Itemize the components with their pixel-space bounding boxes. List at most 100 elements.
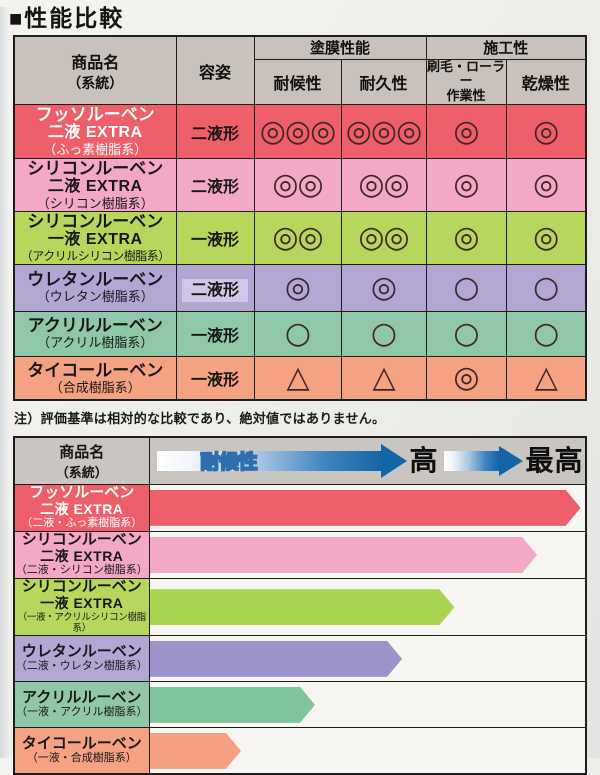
durability-rating-cell: ◎: [340, 263, 427, 312]
evaluation-note: 注）評価基準は相対的な比較であり、絶対値ではありません。: [14, 411, 386, 427]
brush-rating-cell: ◎: [425, 211, 507, 265]
weather-rating-cell: ◎◎: [253, 211, 342, 265]
chart-bar-cell: [148, 635, 587, 683]
product-name-line: シリコンルーベン: [27, 212, 164, 232]
chart-header-product-line1: 商品名: [59, 443, 105, 461]
header-brush-roller-line1: 刷毛・ローラー: [427, 58, 506, 89]
table-row-acrylic: アクリルルーベン （アクリル樹脂系） 一液形 ○ ○ ○ ○: [13, 310, 587, 357]
axis-arrow-box: 耐候性 高 最高: [150, 438, 586, 484]
table-row-taiko: タイコールーベン （合成樹脂系） 一液形 △ △ ◎ △: [13, 355, 587, 401]
product-name-cell: シリコンルーベン 二液 EXTRA （シリコン樹脂系）: [13, 157, 177, 213]
table-row-silicon-1eki: シリコンルーベン 一液 EXTRA （アクリルシリコン樹脂系） 一液形 ◎◎ ◎…: [13, 211, 587, 265]
chart-header-product-line2: （系統）: [55, 464, 108, 480]
chart-label-line: 一液 EXTRA: [40, 594, 124, 611]
drying-rating-cell: ◎: [505, 211, 587, 265]
header-brush-roller-line2: 作業性: [446, 88, 486, 104]
chart-row-fusso: フッソルーベン 二液 EXTRA （二液・ふっ素樹脂系）: [13, 483, 587, 532]
chart-bar-cell: [148, 530, 587, 580]
durability-rating-cell: ○: [340, 310, 427, 357]
weather-resistance-bar: [150, 537, 538, 573]
product-name-line: シリコンルーベン: [27, 158, 164, 178]
weather-resistance-chart: 商品名 （系統） 耐候性 高 最高 フッソルーベン: [13, 436, 587, 775]
brush-rating-cell: ◎: [425, 355, 507, 401]
product-series-line: （ウレタン樹脂系）: [36, 289, 154, 305]
high-label: 高: [409, 444, 438, 476]
brush-rating-cell: ◎: [425, 157, 507, 213]
header-brush-roller: 刷毛・ローラー 作業性: [425, 58, 507, 106]
chart-row-silicon-1eki: シリコンルーベン 一液 EXTRA （一液・アクリルシリコン樹脂系）: [13, 578, 587, 637]
header-coating-performance: 塗膜性能: [253, 35, 427, 60]
product-name-line: 二液 EXTRA: [47, 177, 143, 195]
product-name-cell: アクリルルーベン （アクリル樹脂系）: [13, 310, 177, 357]
arrow-right-icon: [380, 443, 407, 478]
chart-series-line: （一液・合成樹脂系）: [26, 752, 137, 765]
product-name-line: 二液 EXTRA: [47, 124, 143, 142]
product-name-line: フッソルーベン: [35, 105, 155, 125]
performance-comparison-table: 商品名 （系統） 容姿 塗膜性能 施工性 耐候性 耐久性 刷毛・ローラー 作業性…: [13, 35, 588, 402]
appearance-patch-label: 二液形: [181, 278, 248, 302]
durability-rating-cell: ◎◎: [340, 157, 427, 213]
appearance-cell: 一液形: [175, 310, 255, 357]
header-workability: 施工性: [425, 35, 587, 60]
chart-axis-header: 耐候性 高 最高: [148, 436, 587, 485]
appearance-cell: 二液形: [175, 157, 255, 213]
chart-label-line: 二液 EXTRA: [40, 500, 124, 517]
brush-rating-cell: ◎: [425, 104, 507, 159]
table-row-silicon-2eki: シリコンルーベン 二液 EXTRA （シリコン樹脂系） 二液形 ◎◎ ◎◎ ◎ …: [13, 157, 587, 213]
chart-row-label: アクリルルーベン （一液・アクリル樹脂系）: [13, 681, 150, 729]
drying-rating-cell: ○: [505, 263, 587, 312]
drying-rating-cell: △: [505, 355, 587, 401]
chart-series-line: （二液・ふっ素樹脂系）: [21, 517, 143, 530]
header-weather-resistance: 耐候性: [253, 58, 342, 106]
appearance-cell: 一液形: [175, 211, 255, 265]
product-name-line: 一液 EXTRA: [47, 231, 143, 249]
chart-series-line: （一液・アクリル樹脂系）: [16, 706, 148, 719]
appearance-cell: 二液形: [175, 263, 255, 312]
product-name-line: タイコールーベン: [27, 360, 164, 380]
product-series-line: （アクリル樹脂系）: [37, 335, 154, 351]
table-row-urethane: ウレタンルーベン （ウレタン樹脂系） 二液形 ◎ ◎ ○ ○: [13, 263, 587, 312]
chart-label-line: フッソルーベン: [29, 483, 135, 501]
header-product-name: 商品名 （系統）: [13, 35, 177, 106]
weather-rating-cell: ◎: [253, 263, 342, 312]
weather-resistance-bar: [150, 641, 403, 677]
chart-bar-cell: [148, 483, 587, 532]
page-header: ■ 性能比較: [9, 7, 600, 30]
table-row-fusso: フッソルーベン 二液 EXTRA （ふっ素樹脂系） 二液形 ◎◎◎ ◎◎◎ ◎ …: [13, 104, 587, 159]
chart-header-product: 商品名 （系統）: [13, 436, 150, 485]
brush-rating-cell: ○: [425, 310, 507, 357]
chart-header-row: 商品名 （系統） 耐候性 高 最高: [13, 436, 587, 485]
product-name-cell: ウレタンルーベン （ウレタン樹脂系）: [13, 263, 177, 312]
product-name-cell: タイコールーベン （合成樹脂系）: [13, 355, 177, 401]
chart-row-label: シリコンルーベン 一液 EXTRA （一液・アクリルシリコン樹脂系）: [13, 578, 150, 637]
chart-bar-cell: [148, 681, 587, 729]
chart-row-urethane: ウレタンルーベン （二液・ウレタン樹脂系）: [13, 635, 587, 683]
product-series-line: （合成樹脂系）: [49, 379, 141, 395]
product-series-line: （ふっ素樹脂系）: [43, 142, 148, 158]
product-name-cell: シリコンルーベン 一液 EXTRA （アクリルシリコン樹脂系）: [13, 211, 177, 265]
table-header-group-row: 商品名 （系統） 容姿 塗膜性能 施工性: [13, 35, 587, 106]
chart-label-line: ウレタンルーベン: [21, 642, 142, 660]
appearance-cell: 一液形: [175, 355, 255, 401]
product-series-line: （シリコン樹脂系）: [36, 195, 154, 211]
weather-rating-cell: ◎◎: [253, 157, 342, 213]
weather-rating-cell: △: [253, 355, 342, 401]
weather-rating-cell: ◎◎◎: [253, 104, 342, 159]
table-header-row: 耐候性 耐久性 刷毛・ローラー 作業性 乾燥性: [14, 58, 587, 106]
brush-rating-cell: ○: [425, 263, 507, 312]
chart-row-taiko: タイコールーベン （一液・合成樹脂系）: [13, 727, 587, 775]
weather-resistance-bar: [150, 490, 581, 526]
product-series-line: （アクリルシリコン樹脂系）: [20, 249, 170, 264]
section-marker-icon: ■: [9, 5, 23, 31]
chart-row-label: シリコンルーベン 二液 EXTRA （二液・シリコン樹脂系）: [13, 530, 150, 580]
axis-label: 耐候性: [200, 452, 258, 474]
product-name-line: アクリルルーベン: [27, 316, 163, 336]
drying-rating-cell: ◎: [505, 157, 587, 213]
chart-label-line: タイコールーベン: [21, 734, 142, 752]
highest-label: 最高: [525, 444, 584, 476]
chart-label-line: アクリルルーベン: [22, 688, 142, 706]
chart-series-line: （一液・アクリルシリコン樹脂系）: [17, 611, 147, 635]
chart-bar-cell: [148, 727, 587, 775]
highest-axis-arrow: [443, 445, 523, 476]
arrow-right-icon: [498, 445, 523, 476]
